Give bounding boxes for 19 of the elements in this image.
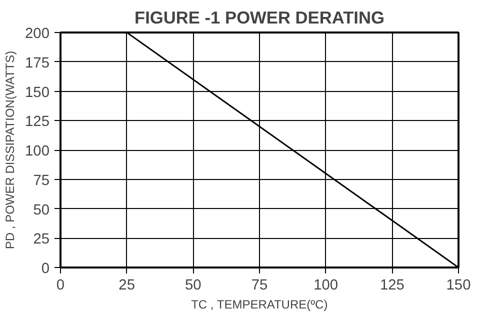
- y-axis-title: PD , POWER DISSIPATION(WATTS): [3, 50, 18, 250]
- x-tick-label: 25: [118, 278, 135, 294]
- x-tick-label: 50: [185, 278, 202, 294]
- x-tick-label: 0: [56, 278, 65, 294]
- x-tick-label: 125: [380, 278, 404, 294]
- x-axis-title: TC , TEMPERATURE(ºC): [191, 298, 328, 312]
- y-tick-label: 0: [41, 261, 50, 277]
- chart-title: FIGURE -1 POWER DERATING: [134, 8, 384, 28]
- y-tick-label: 50: [33, 202, 50, 218]
- y-tick-label: 25: [33, 232, 50, 248]
- x-tick-label: 100: [314, 278, 338, 294]
- y-tick-label: 200: [25, 26, 50, 42]
- y-tick-label: 150: [25, 84, 50, 101]
- x-tick-label: 75: [251, 278, 268, 294]
- y-tick-label: 125: [25, 114, 50, 130]
- y-tick-label: 75: [33, 172, 50, 189]
- y-tick-label: 100: [25, 144, 50, 160]
- y-tick-label: 175: [25, 55, 50, 72]
- x-tick-label: 150: [446, 278, 471, 294]
